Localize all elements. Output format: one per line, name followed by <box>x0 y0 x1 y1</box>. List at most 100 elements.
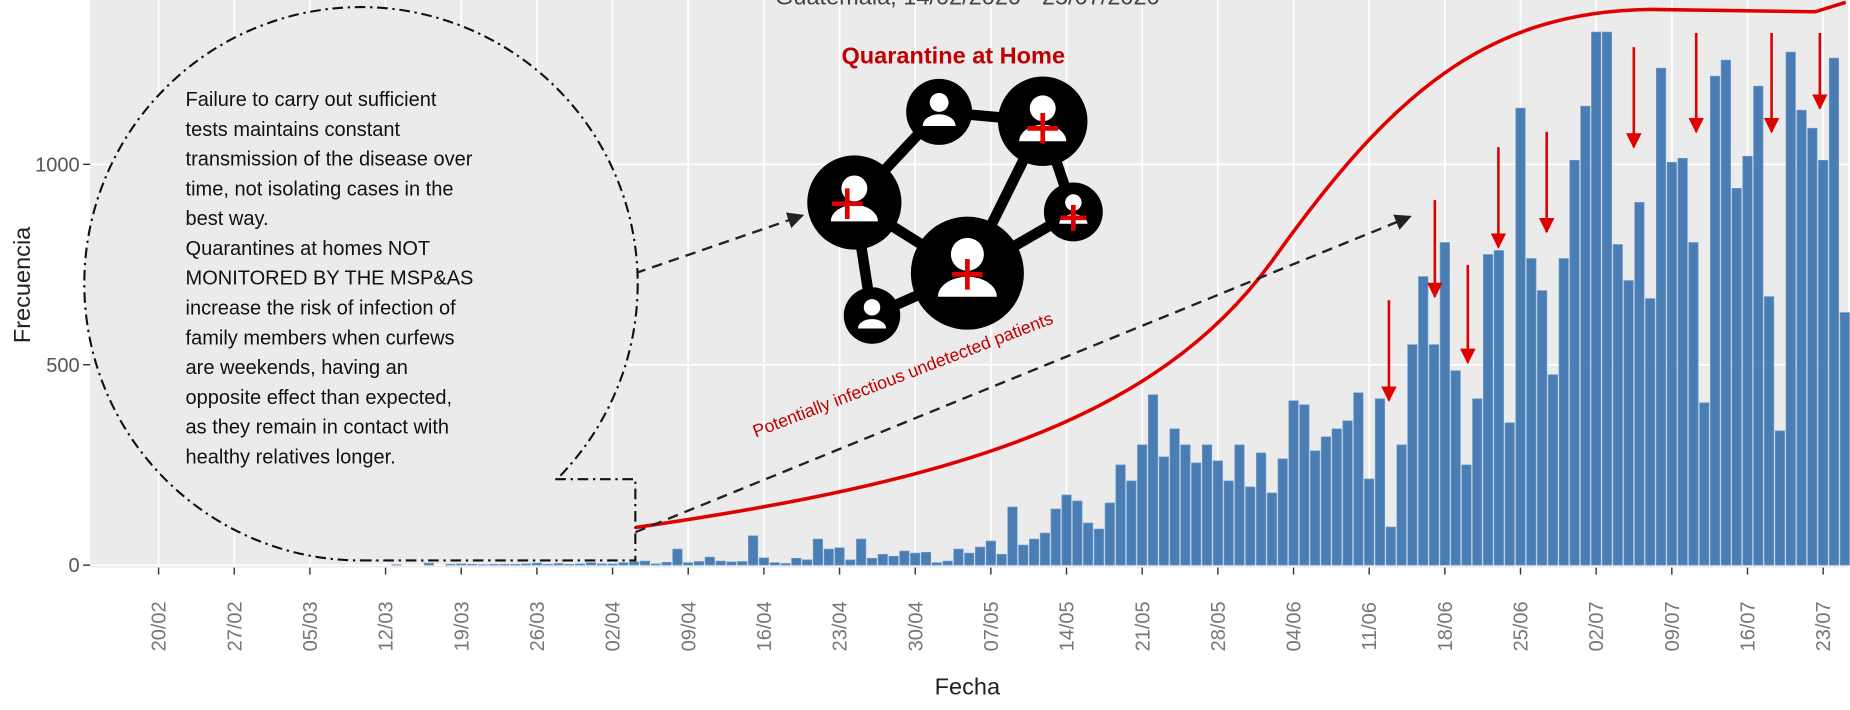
bar <box>1677 157 1688 566</box>
bar <box>964 552 975 566</box>
x-tick-label: 02/07 <box>1586 601 1608 651</box>
bar <box>769 562 780 566</box>
callout-line: MONITORED BY THE MSP&AS <box>186 268 474 290</box>
bar <box>1039 532 1050 566</box>
bar <box>953 548 964 566</box>
bar <box>1223 480 1234 566</box>
bar <box>629 561 640 566</box>
callout-line: are weekends, having an <box>186 357 408 379</box>
x-tick-label: 21/05 <box>1132 601 1154 651</box>
bar <box>1428 344 1440 566</box>
bar <box>1699 402 1710 566</box>
bar <box>456 563 467 566</box>
x-tick-label: 26/03 <box>527 601 549 651</box>
bar <box>1310 450 1321 566</box>
bar <box>1828 57 1840 566</box>
bar <box>812 538 823 566</box>
bar <box>1612 244 1623 566</box>
bar <box>1245 486 1256 566</box>
network-icon: Quarantine at Home <box>807 43 1103 344</box>
bar <box>780 563 791 566</box>
bar <box>1266 492 1277 566</box>
bar <box>920 551 932 566</box>
callout-line: healthy relatives longer. <box>186 446 396 468</box>
bar <box>1396 444 1407 566</box>
bar <box>715 560 726 566</box>
bar <box>748 535 759 566</box>
bar <box>1050 508 1061 566</box>
bar <box>1785 51 1796 566</box>
bar <box>1580 105 1591 566</box>
bar <box>661 561 672 566</box>
bar <box>1666 161 1677 566</box>
bar <box>683 562 694 566</box>
x-axis-title: Fecha <box>935 674 1001 700</box>
bar <box>1320 436 1332 566</box>
bar <box>639 560 651 566</box>
bar <box>1212 460 1223 566</box>
bar <box>1537 290 1548 566</box>
bar <box>974 546 986 566</box>
y-tick-label: 1000 <box>35 154 79 176</box>
bar <box>542 563 553 566</box>
bar <box>1796 109 1807 566</box>
bar <box>1342 420 1353 566</box>
x-tick-label: 14/05 <box>1057 601 1079 651</box>
callout: Failure to carry out sufficient tests mai… <box>83 6 639 562</box>
callout-line: family members when curfews <box>186 327 455 349</box>
bar <box>996 553 1007 566</box>
bar <box>1688 242 1699 566</box>
bar <box>866 557 878 566</box>
bar <box>1504 422 1515 566</box>
bar <box>693 561 705 566</box>
bar <box>553 563 564 566</box>
bar <box>758 557 769 566</box>
bar <box>1720 59 1731 566</box>
bar <box>802 559 813 566</box>
bar <box>1483 254 1494 566</box>
bar <box>596 563 607 566</box>
x-tick-label: 05/03 <box>300 601 322 651</box>
callout-line: transmission of the disease over <box>186 149 473 171</box>
bar <box>1385 526 1396 566</box>
x-tick-label: 23/04 <box>830 601 852 651</box>
bar <box>1493 250 1504 566</box>
red-arrows <box>1381 32 1828 402</box>
x-tick-label: 23/07 <box>1813 601 1835 651</box>
bar <box>521 563 532 566</box>
bar <box>1180 444 1191 566</box>
bar <box>1147 394 1159 566</box>
bar <box>1331 428 1342 566</box>
bar <box>1731 188 1742 566</box>
callout-line: opposite effect than expected, <box>186 387 453 409</box>
bar <box>1256 452 1267 566</box>
bar <box>1104 502 1115 566</box>
bar <box>1764 296 1775 566</box>
bar <box>1547 374 1558 566</box>
axes: 0 500 1000 20/02 27/02 05/03 12/03 19/03 26/03 02… <box>35 154 1835 651</box>
bar <box>1169 428 1180 566</box>
bar <box>942 560 953 566</box>
callout-line: time, not isolating cases in the <box>186 178 454 200</box>
x-tick-label: 25/06 <box>1511 601 1533 651</box>
bar <box>1591 31 1602 566</box>
bar <box>1526 258 1537 566</box>
bar <box>1710 75 1721 566</box>
bar <box>834 547 845 566</box>
bar <box>856 538 867 566</box>
bar <box>985 540 996 566</box>
bar <box>1807 127 1818 566</box>
x-tick-label: 18/06 <box>1435 601 1457 651</box>
bar <box>1158 456 1169 566</box>
callout-line: tests maintains constant <box>186 119 401 141</box>
bar <box>499 563 510 566</box>
bar <box>1201 444 1213 566</box>
x-tick-label: 19/03 <box>451 601 473 651</box>
callout-line: Failure to carry out sufficient <box>186 89 437 111</box>
bar <box>1558 258 1569 566</box>
bar <box>1461 464 1472 566</box>
bar <box>575 563 586 566</box>
bar <box>672 548 683 566</box>
bar <box>618 562 629 566</box>
